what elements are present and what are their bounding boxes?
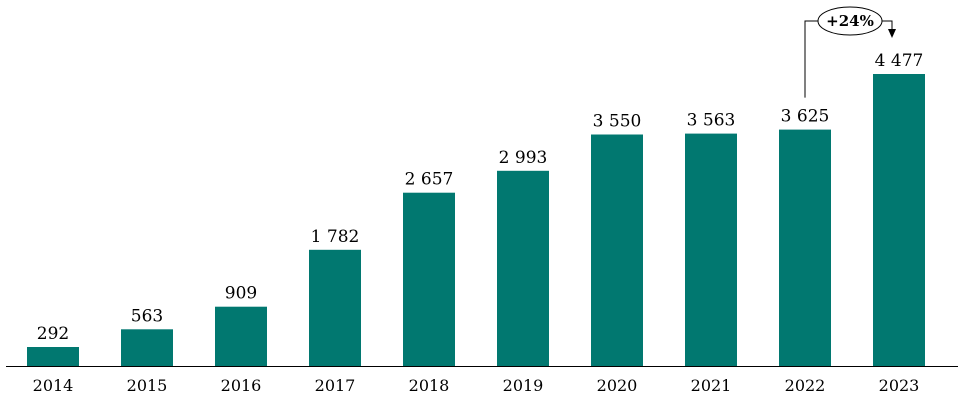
value-label-2021: 3 563	[687, 111, 736, 131]
value-label-2017: 1 782	[311, 227, 360, 247]
x-tick-label-2015: 2015	[127, 376, 168, 395]
annotation-arrowhead	[888, 29, 896, 38]
growth-annotation: +24%	[804, 6, 896, 98]
value-label-2014: 292	[37, 324, 69, 344]
bar-2022	[779, 129, 831, 366]
bars-group	[27, 74, 925, 366]
x-tick-label-2017: 2017	[315, 376, 356, 395]
x-tick-label-2019: 2019	[503, 376, 544, 395]
bar-2023	[873, 74, 925, 366]
value-label-2023: 4 477	[875, 51, 924, 71]
value-label-2015: 563	[131, 306, 163, 326]
x-tick-label-2014: 2014	[33, 376, 74, 395]
x-tick-label-2021: 2021	[691, 376, 732, 395]
value-label-2022: 3 625	[781, 107, 830, 127]
x-tick-label-2016: 2016	[221, 376, 262, 395]
value-label-2020: 3 550	[593, 112, 642, 132]
annotation-text: +24%	[826, 12, 874, 30]
bar-2020	[591, 134, 643, 366]
x-tick-label-2018: 2018	[409, 376, 450, 395]
bar-2021	[685, 133, 737, 366]
x-tick-label-2020: 2020	[597, 376, 638, 395]
bar-2018	[403, 192, 455, 366]
annotation-ellipse	[817, 6, 883, 36]
bar-2014	[27, 347, 79, 366]
x-tick-labels-group: 2014 2015 2016 2017 2018 2019 2020 2021 2022 2023	[33, 376, 920, 395]
bar-2019	[497, 170, 549, 366]
value-labels-group: 292 563 909 1 782 2 657 2 993 3 550 3 563 3 625 4…	[37, 51, 924, 344]
x-tick-label-2023: 2023	[879, 376, 920, 395]
value-label-2018: 2 657	[405, 170, 454, 190]
bar-2015	[121, 329, 173, 366]
bar-2016	[215, 306, 267, 366]
value-label-2016: 909	[225, 284, 257, 304]
x-tick-label-2022: 2022	[785, 376, 826, 395]
value-label-2019: 2 993	[499, 148, 548, 168]
bar-2017	[309, 249, 361, 366]
